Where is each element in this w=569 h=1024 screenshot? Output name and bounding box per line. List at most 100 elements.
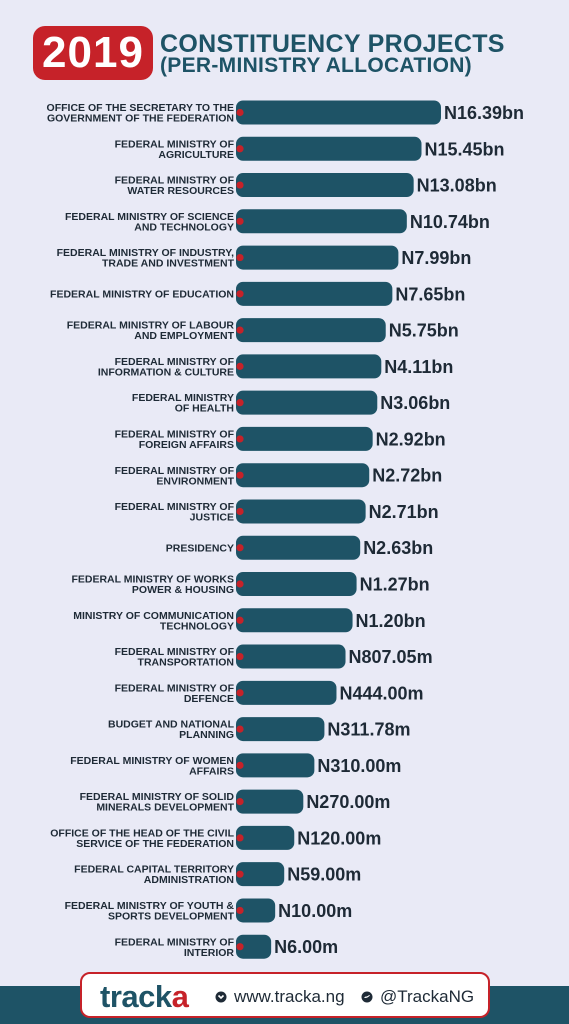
- value-label: N270.00m: [306, 792, 390, 812]
- bar: [236, 644, 346, 669]
- bar: [236, 898, 276, 923]
- bar: [236, 245, 399, 270]
- bar-marker-dot: [236, 253, 244, 262]
- category-label: FEDERAL MINISTRY OF YOUTH & SPORTS DEVELO…: [65, 900, 235, 923]
- category-label: MINISTRY OF COMMUNICATION TECHNOLOGY: [73, 610, 234, 633]
- bar-marker-dot: [236, 906, 244, 915]
- footer-card: tracka www.tracka.ng @TrackaNG: [80, 972, 490, 1018]
- category-label-line: ADMINISTRATION: [144, 874, 234, 886]
- category-label-line: FEDERAL MINISTRY OF: [115, 428, 235, 440]
- website-link[interactable]: www.tracka.ng: [234, 987, 345, 1006]
- bar: [236, 281, 393, 306]
- bar: [236, 862, 285, 887]
- category-label: OFFICE OF THE SECRETARY TO THE GOVERNMENT…: [47, 102, 234, 125]
- category-label-line: INTERIOR: [184, 947, 235, 959]
- category-label-line: FEDERAL MINISTRY OF: [115, 646, 235, 658]
- category-label-line: FOREIGN AFFAIRS: [139, 439, 234, 451]
- bar-marker-dot: [236, 616, 244, 624]
- bar-marker-dot: [236, 217, 244, 225]
- bar-marker-dot: [236, 471, 244, 479]
- category-label: FEDERAL MINISTRY OF HEALTH: [132, 392, 234, 415]
- category-label-line: TECHNOLOGY: [160, 620, 234, 632]
- bar-marker-dot: [236, 870, 244, 878]
- category-label-line: AFFAIRS: [189, 765, 234, 777]
- bar-marker-dot: [236, 798, 244, 806]
- category-label-line: BUDGET AND NATIONAL: [108, 719, 235, 731]
- category-label: FEDERAL CAPITAL TERRITORY ADMINISTRATION: [74, 864, 234, 887]
- bar-marker-dot: [236, 580, 244, 588]
- bar: [236, 535, 361, 560]
- category-label-line: FEDERAL MINISTRY OF: [115, 356, 235, 368]
- bar: [236, 136, 422, 161]
- category-label: FEDERAL MINISTRY OF FOREIGN AFFAIRS: [115, 428, 235, 451]
- value-label: N2.71bn: [369, 502, 439, 522]
- bar-marker-dot: [236, 834, 244, 842]
- bar: [236, 100, 441, 125]
- category-label: FEDERAL MINISTRY OF INFORMATION & CULTURE: [98, 356, 235, 379]
- category-label-line: JUSTICE: [190, 512, 234, 524]
- category-label-line: ENVIRONMENT: [156, 475, 234, 487]
- bar-marker-dot: [236, 181, 244, 189]
- category-label-line: TRADE AND INVESTMENT: [102, 258, 235, 270]
- category-label: FEDERAL MINISTRY OF JUSTICE: [115, 501, 235, 524]
- bar: [236, 209, 407, 234]
- value-label: N2.72bn: [372, 466, 442, 486]
- value-label: N59.00m: [287, 865, 361, 885]
- category-label: FEDERAL MINISTRY OF INDUSTRY, TRADE AND I…: [57, 247, 235, 270]
- category-label-line: FEDERAL MINISTRY OF WOMEN: [70, 755, 234, 767]
- bar-marker-dot: [236, 507, 244, 516]
- category-label: FEDERAL MINISTRY OF INTERIOR: [115, 936, 235, 959]
- value-label: N13.08bn: [417, 176, 497, 196]
- twitter-bird-icon: [361, 991, 373, 1003]
- value-label: N444.00m: [339, 683, 423, 703]
- bar-marker-dot: [236, 725, 244, 733]
- category-label-line: FEDERAL MINISTRY OF SOLID: [80, 791, 235, 803]
- value-label: N10.00m: [278, 901, 352, 921]
- category-label-line: FEDERAL MINISTRY OF: [115, 501, 235, 513]
- category-label: PRESIDENCY: [166, 543, 234, 555]
- bar: [236, 390, 378, 415]
- category-label-line: OFFICE OF THE SECRETARY TO THE: [47, 102, 234, 114]
- category-label-line: FEDERAL MINISTRY OF: [115, 682, 235, 694]
- bar-marker-dot: [236, 544, 244, 552]
- bar-marker-dot: [236, 326, 244, 334]
- category-label-line: FEDERAL MINISTRY OF: [115, 936, 235, 948]
- bar: [236, 934, 272, 959]
- category-label-line: SERVICE OF THE FEDERATION: [76, 838, 234, 850]
- page-title: CONSTITUENCY PROJECTS: [160, 30, 505, 58]
- category-label: FEDERAL MINISTRY OF AGRICULTURE: [115, 138, 235, 161]
- value-label: N16.39bn: [444, 103, 524, 123]
- category-label-line: INFORMATION & CULTURE: [98, 366, 234, 378]
- bar: [236, 717, 325, 742]
- category-label-line: SPORTS DEVELOPMENT: [108, 910, 235, 922]
- bar: [236, 426, 373, 451]
- bar: [236, 825, 295, 850]
- bar-marker-dot: [236, 943, 244, 951]
- bar-marker-dot: [236, 689, 244, 697]
- value-label: N6.00m: [274, 937, 338, 957]
- value-label: N1.27bn: [360, 575, 430, 595]
- category-label: FEDERAL MINISTRY OF ENVIRONMENT: [115, 465, 235, 488]
- bar: [236, 499, 366, 524]
- value-label: N4.11bn: [384, 357, 453, 377]
- value-label: N7.65bn: [395, 284, 465, 304]
- bar: [236, 354, 382, 379]
- category-label-line: PLANNING: [179, 729, 234, 741]
- value-label: N310.00m: [317, 756, 401, 776]
- bar-marker-dot: [236, 435, 244, 443]
- category-label-line: WATER RESOURCES: [127, 185, 234, 197]
- category-label-line: FEDERAL MINISTRY: [132, 392, 234, 404]
- category-label-line: FEDERAL MINISTRY OF SCIENCE: [65, 211, 234, 223]
- brand-suffix: a: [171, 979, 189, 1014]
- category-label-line: FEDERAL MINISTRY OF: [115, 138, 235, 150]
- value-label: N5.75bn: [389, 321, 459, 341]
- brand-prefix: track: [100, 979, 172, 1014]
- value-label: N10.74bn: [410, 212, 490, 232]
- twitter-handle[interactable]: @TrackaNG: [380, 987, 475, 1006]
- category-label-line: DEFENCE: [184, 693, 234, 705]
- bar-marker-dot: [236, 290, 244, 298]
- category-label: FEDERAL MINISTRY OF LABOUR AND EMPLOYMENT: [67, 320, 235, 343]
- category-label-line: FEDERAL MINISTRY OF INDUSTRY,: [57, 247, 234, 259]
- category-label: OFFICE OF THE HEAD OF THE CIVIL SERVICE O…: [50, 827, 234, 850]
- year-badge: 2019: [33, 26, 153, 80]
